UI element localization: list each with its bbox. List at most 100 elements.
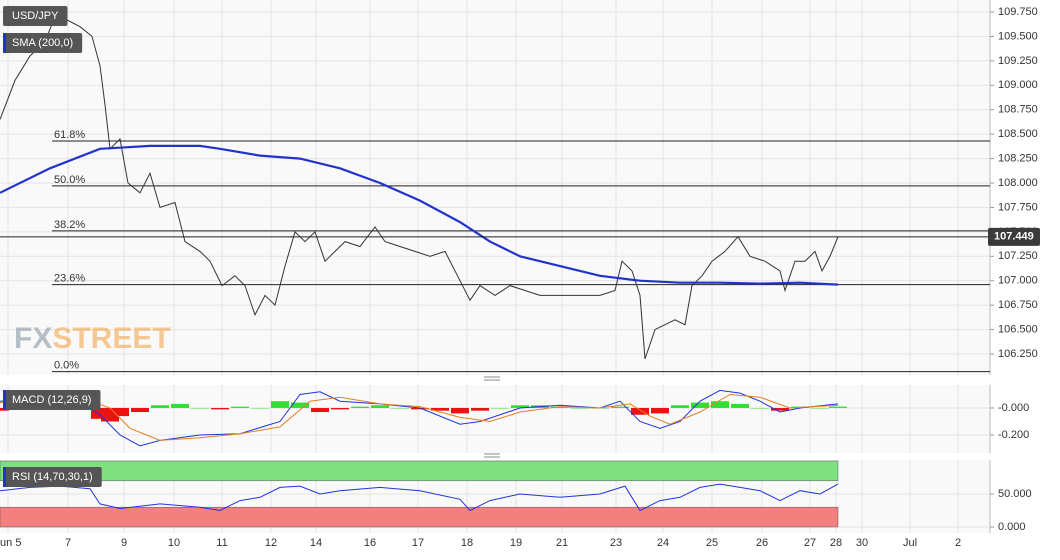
histogram-bar (371, 405, 389, 408)
histogram-bar (391, 407, 409, 409)
histogram-bar (191, 407, 209, 409)
y-tick-label: 0.000 (998, 521, 1026, 533)
label-accent (3, 467, 6, 487)
histogram-bar (611, 406, 629, 408)
x-tick-label: 28 (830, 537, 842, 549)
histogram-bar (211, 407, 229, 410)
y-tick-label: 108.250 (998, 152, 1038, 164)
watermark: FXSTREET (14, 322, 171, 355)
line (0, 389, 839, 447)
histogram-bar (451, 407, 469, 414)
histogram-bar (331, 407, 349, 410)
histogram-bar (111, 407, 129, 417)
macd-panel (0, 385, 990, 453)
histogram-bar (731, 403, 749, 408)
label-bg (3, 33, 83, 53)
histogram-bar (291, 402, 309, 408)
y-tick-label: 107.000 (998, 275, 1038, 287)
histogram-bar (131, 407, 149, 413)
x-tick-label: 24 (657, 537, 669, 549)
y-tick-label: 109.500 (998, 30, 1038, 42)
histogram-bar (251, 407, 269, 409)
x-tick-label: 2 (955, 537, 961, 549)
x-tick-label: 7 (65, 537, 71, 549)
y-tick-label: 106.500 (998, 323, 1038, 335)
histogram-bar (311, 407, 329, 413)
histogram-bar (751, 407, 769, 409)
rsi-zone (0, 460, 839, 482)
x-tick-label: 27 (804, 537, 816, 549)
histogram-bar (431, 407, 449, 411)
watermark-part: FX (14, 322, 52, 355)
y-tick-label: 108.000 (998, 177, 1038, 189)
rsi-zone (0, 506, 839, 528)
x-tick-label: 14 (310, 537, 322, 549)
indicator-title: USD/JPY (12, 10, 59, 22)
y-tick-label: 109.000 (998, 79, 1038, 91)
indicator-label: USD/JPY (3, 6, 68, 26)
indicator-title: RSI (14,70,30,1) (12, 471, 93, 483)
y-tick-label: -0.200 (998, 429, 1029, 441)
line (0, 144, 839, 286)
histogram-bar (171, 403, 189, 408)
histogram-bar (651, 407, 669, 414)
line (0, 16, 839, 360)
histogram-bar (351, 406, 369, 408)
y-tick-label: 108.500 (998, 128, 1038, 140)
y-tick-label: -0.000 (998, 402, 1029, 414)
x-tick-label: Jun 5 (0, 537, 21, 549)
separator[interactable] (484, 376, 500, 458)
x-tick-label: 19 (510, 537, 522, 549)
indicator-label: MACD (12,26,9) (3, 390, 101, 410)
indicator-label: SMA (200,0) (3, 33, 83, 53)
label-bg (3, 390, 101, 410)
x-tick-label: 11 (216, 537, 227, 549)
watermark-part: STREET (52, 322, 170, 355)
label-bg (3, 467, 102, 487)
histogram-bar (811, 407, 829, 409)
price-panel (0, 0, 990, 375)
histogram-bar (771, 407, 789, 411)
price-tag-label: 107.449 (994, 231, 1034, 243)
histogram-bar (411, 407, 429, 410)
histogram-bar (671, 405, 689, 408)
fib-label: 61.8% (54, 129, 85, 141)
x-tick-label: 10 (168, 537, 180, 549)
price-tag: 107.449 (988, 227, 1040, 246)
histogram-bar (691, 402, 709, 408)
label-bg (3, 6, 68, 26)
line (0, 483, 839, 512)
fib-label: 0.0% (54, 359, 79, 371)
x-tick-label: 12 (265, 537, 277, 549)
histogram-bar (471, 407, 489, 411)
price-tag-bg (988, 227, 1040, 246)
y-tick-label: 107.250 (998, 250, 1038, 262)
line (0, 393, 839, 441)
x-tick-label: 26 (756, 537, 768, 549)
indicator-title: SMA (200,0) (12, 37, 73, 49)
histogram-bar (631, 407, 649, 415)
histogram-bar (491, 407, 509, 409)
grid (0, 0, 994, 533)
label-accent (3, 390, 6, 410)
x-tick-label: 16 (364, 537, 376, 549)
y-tick-label: 50.000 (998, 488, 1032, 500)
histogram-bar (511, 405, 529, 408)
x-tick-label: 25 (706, 537, 718, 549)
fib-label: 23.6% (54, 273, 85, 285)
histogram-bar (711, 401, 729, 408)
indicator-title: MACD (12,26,9) (12, 394, 91, 406)
y-tick-label: 109.250 (998, 55, 1038, 67)
x-tick-label: 23 (610, 537, 622, 549)
marks (0, 16, 990, 528)
y-tick-label: 108.750 (998, 104, 1038, 116)
histogram-bar (91, 407, 109, 419)
fib-label: 50.0% (54, 174, 85, 186)
fib-label: 38.2% (54, 219, 85, 231)
y-tick-label: 109.750 (998, 6, 1038, 18)
histogram-bar (151, 405, 169, 408)
x-tick-label: 17 (412, 537, 424, 549)
x-tick-label: 18 (461, 537, 473, 549)
histogram-bar (271, 401, 289, 408)
indicator-label: RSI (14,70,30,1) (3, 467, 102, 487)
